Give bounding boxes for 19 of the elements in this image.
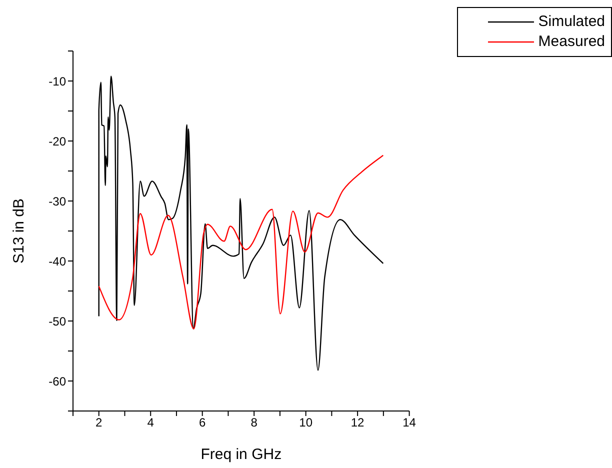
y-axis-title: S13 in dB xyxy=(10,198,28,264)
x-tick-label: 14 xyxy=(402,416,416,430)
legend-label: Measured xyxy=(538,32,605,52)
y-tick-label: -30 xyxy=(48,194,66,208)
x-axis-title: Freq in GHz xyxy=(200,446,282,463)
x-tick-label: 2 xyxy=(96,416,103,430)
x-tick-label: 12 xyxy=(350,416,365,430)
y-tick-label: -10 xyxy=(48,74,66,88)
line-series xyxy=(98,154,384,330)
x-tick-label: 10 xyxy=(299,416,313,430)
legend-label: Simulated xyxy=(538,12,605,32)
y-tick-label: -60 xyxy=(48,374,66,388)
y-tick-label: -20 xyxy=(48,134,66,148)
x-tick-label: 4 xyxy=(147,416,154,430)
x-tick-label: 6 xyxy=(199,416,206,430)
line-series xyxy=(98,76,384,371)
y-tick-label: -40 xyxy=(48,254,66,268)
x-tick-label: 8 xyxy=(250,416,258,430)
y-tick-label: -50 xyxy=(48,314,66,328)
